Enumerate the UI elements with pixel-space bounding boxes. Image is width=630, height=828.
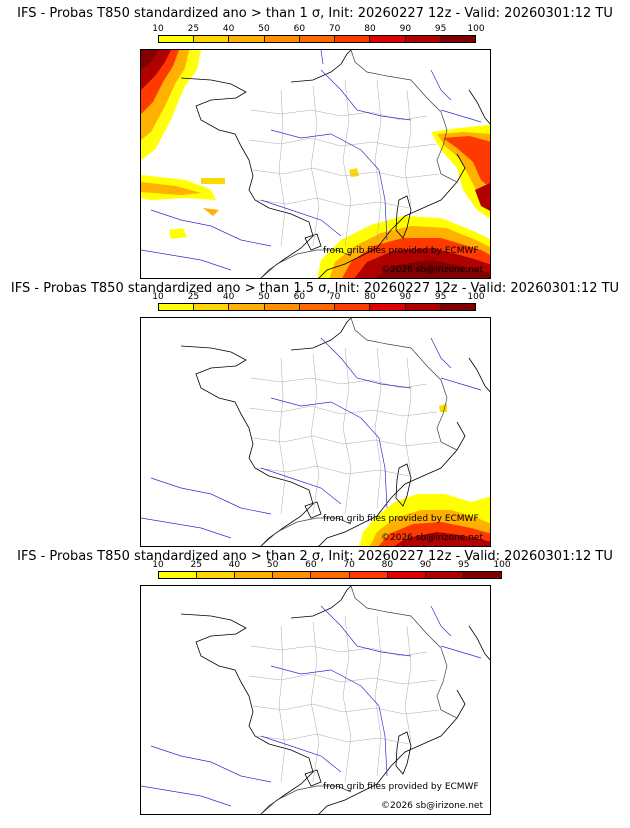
panel-title: IFS - Probas T850 standardized ano > tha… bbox=[17, 6, 613, 21]
map-frame: from grib files provided by ECMWF ©2026 … bbox=[140, 49, 491, 279]
colorbar-tick-label: 25 bbox=[187, 292, 200, 302]
colorbar-segment bbox=[159, 36, 195, 42]
source-credit: from grib files provided by ECMWF bbox=[323, 246, 479, 256]
probability-panel-1: IFS - Probas T850 standardized ano > tha… bbox=[0, 0, 630, 280]
colorbar-tick-label: 10 bbox=[152, 24, 164, 34]
map-canvas bbox=[141, 318, 490, 546]
colorbar-strip bbox=[158, 35, 476, 43]
colorbar-tick-label: 70 bbox=[328, 292, 341, 302]
coastlines bbox=[180, 318, 490, 546]
departmental-boundaries bbox=[248, 347, 440, 515]
colorbar-segment bbox=[370, 304, 406, 310]
colorbar-tick-label: 95 bbox=[434, 24, 447, 34]
colorbar-tick-label: 80 bbox=[364, 24, 376, 34]
colorbar-tick-label: 25 bbox=[190, 560, 202, 570]
colorbar-tick-label: 50 bbox=[258, 292, 270, 302]
map-canvas bbox=[141, 50, 490, 278]
probability-shading bbox=[359, 404, 490, 546]
colorbar-segment bbox=[370, 36, 406, 42]
coastlines bbox=[180, 50, 490, 278]
colorbar-tick-label: 40 bbox=[228, 560, 241, 570]
colorbar-segment bbox=[311, 572, 350, 578]
copyright-credit: ©2026 sb@irizone.net bbox=[381, 265, 483, 275]
colorbar-tick-label: 80 bbox=[364, 292, 376, 302]
colorbar-segment bbox=[425, 572, 464, 578]
colorbar-tick-label: 90 bbox=[419, 560, 432, 570]
colorbar-tick-label: 60 bbox=[293, 292, 306, 302]
colorbar-segment bbox=[264, 36, 300, 42]
colorbar-tick-label: 70 bbox=[328, 24, 341, 34]
source-credit: from grib files provided by ECMWF bbox=[323, 782, 479, 792]
colorbar-segment bbox=[349, 572, 388, 578]
colorbar-tick-label: 40 bbox=[222, 292, 235, 302]
colorbar-tick-label: 60 bbox=[305, 560, 317, 570]
colorbar-segment bbox=[335, 304, 371, 310]
rivers bbox=[141, 337, 482, 539]
map-frame: from grib files provided by ECMWF ©2026 … bbox=[140, 585, 491, 815]
colorbar-tick-label: 10 bbox=[152, 560, 164, 570]
rivers bbox=[141, 50, 482, 271]
source-credit: from grib files provided by ECMWF bbox=[323, 514, 479, 524]
colorbar-tick-label: 90 bbox=[399, 24, 412, 34]
colorbar-segment bbox=[405, 304, 441, 310]
colorbar-segment bbox=[440, 304, 475, 310]
colorbar-tick-label: 10 bbox=[152, 292, 164, 302]
colorbar-segment bbox=[387, 572, 426, 578]
colorbar-tick-label: 100 bbox=[467, 292, 485, 302]
colorbar-segment bbox=[194, 304, 230, 310]
departmental-boundaries bbox=[248, 79, 440, 247]
copyright-credit: ©2026 sb@irizone.net bbox=[381, 533, 483, 543]
colorbar-segment bbox=[405, 36, 441, 42]
colorbar-segment bbox=[159, 572, 198, 578]
colorbar-segment bbox=[440, 36, 475, 42]
coastlines bbox=[180, 586, 490, 814]
colorbar-tick-label: 60 bbox=[293, 24, 306, 34]
panel-title: IFS - Probas T850 standardized ano > tha… bbox=[10, 281, 620, 296]
colorbar-strip bbox=[158, 571, 502, 579]
rivers bbox=[141, 605, 482, 807]
map-canvas bbox=[141, 586, 490, 814]
colorbar-tick-label: 95 bbox=[458, 560, 470, 570]
colorbar-segment bbox=[299, 36, 336, 42]
colorbar-segment bbox=[463, 572, 501, 578]
colorbar-segment bbox=[159, 304, 195, 310]
colorbar-tick-label: 95 bbox=[434, 292, 447, 302]
colorbar-segment bbox=[235, 572, 274, 578]
country-borders bbox=[260, 318, 458, 546]
colorbar-tick-label: 50 bbox=[266, 560, 279, 570]
panel-title: IFS - Probas T850 standardized ano > tha… bbox=[17, 549, 613, 564]
colorbar-segment bbox=[229, 36, 265, 42]
colorbar-segment bbox=[273, 572, 312, 578]
colorbar-tick-label: 80 bbox=[381, 560, 394, 570]
colorbar-segment bbox=[335, 36, 371, 42]
colorbar-strip bbox=[158, 303, 476, 311]
departmental-boundaries bbox=[248, 615, 440, 783]
map-frame: from grib files provided by ECMWF ©2026 … bbox=[140, 317, 491, 547]
probability-panel-2: IFS - Probas T850 standardized ano > tha… bbox=[10, 281, 620, 547]
colorbar-tick-label: 25 bbox=[187, 24, 200, 34]
colorbar-segment bbox=[229, 304, 265, 310]
colorbar-segment bbox=[194, 36, 230, 42]
colorbar-tick-label: 90 bbox=[399, 292, 412, 302]
colorbar-tick-label: 100 bbox=[493, 560, 511, 570]
colorbar-segment bbox=[299, 304, 336, 310]
colorbar-tick-label: 40 bbox=[222, 24, 235, 34]
probability-shading bbox=[141, 50, 490, 278]
country-borders bbox=[260, 586, 458, 814]
colorbar-tick-label: 100 bbox=[467, 24, 485, 34]
country-borders bbox=[260, 50, 458, 278]
copyright-credit: ©2026 sb@irizone.net bbox=[381, 801, 483, 811]
colorbar-tick-label: 70 bbox=[343, 560, 355, 570]
colorbar-segment bbox=[264, 304, 300, 310]
colorbar-tick-label: 50 bbox=[258, 24, 270, 34]
colorbar-segment bbox=[197, 572, 236, 578]
